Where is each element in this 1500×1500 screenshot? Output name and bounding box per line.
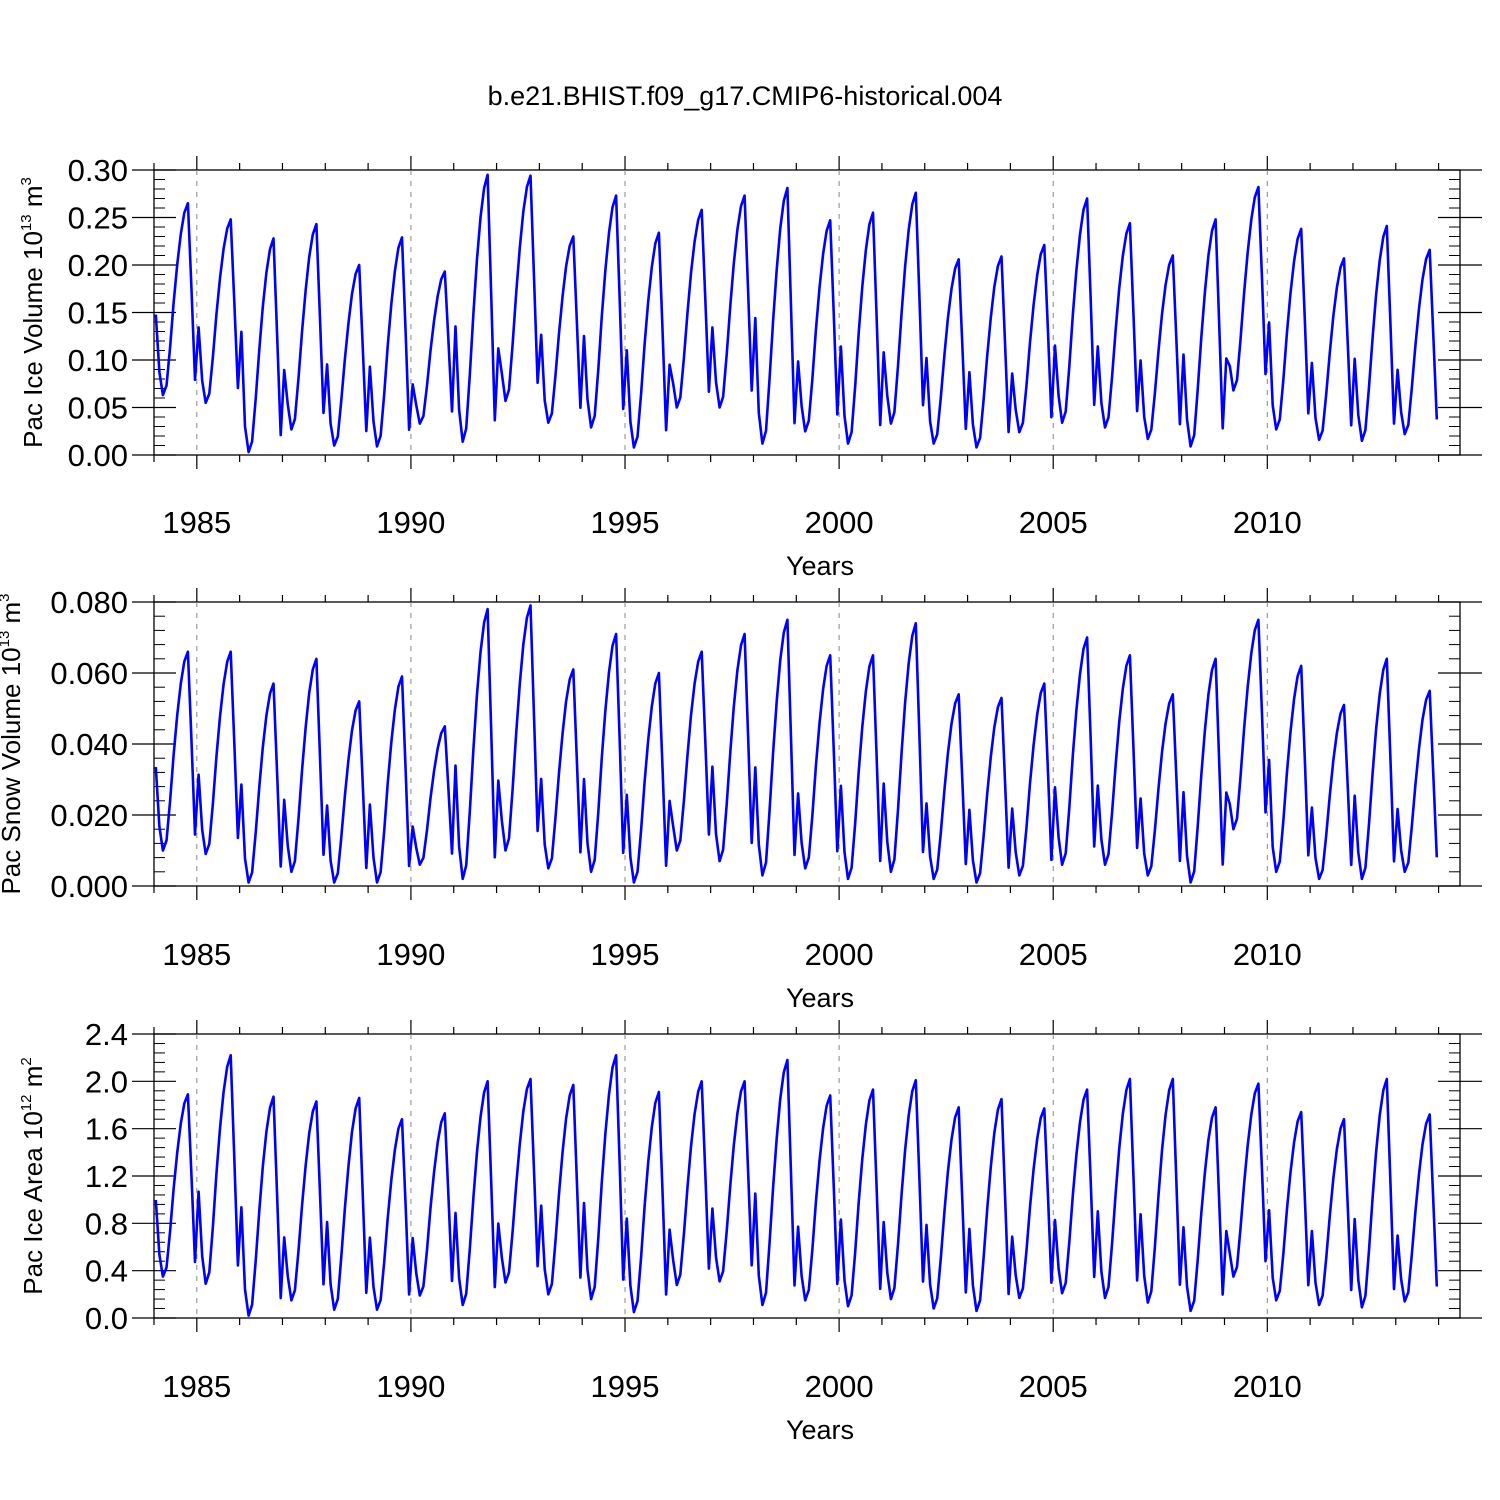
y-tick-label: 2.0: [85, 1064, 128, 1099]
x-tick-label: 1985: [162, 1369, 231, 1404]
y-tick-label: 0.060: [50, 656, 128, 691]
y-axis-title-unit: m: [0, 602, 26, 631]
x-tick-label: 1985: [162, 505, 231, 540]
panel-3: 0.0 0.4 0.8 1.2 1.6 2.0 2.4 1985 1990 1995 2000 200…: [18, 1017, 1482, 1445]
y-tick-label: 1.6: [85, 1112, 128, 1147]
y-axis-title: Pac Ice Area 1012 m2: [18, 1057, 48, 1294]
y-tick-label: 0.25: [68, 201, 128, 236]
y-tick-label: 0.000: [50, 869, 128, 904]
x-tick-label: 2010: [1233, 937, 1302, 972]
y-tick-label: 0.020: [50, 798, 128, 833]
y-tick-label: 1.2: [85, 1159, 128, 1194]
series-line: [154, 173, 1439, 454]
series-line: [154, 1054, 1439, 1317]
panel-2: 0.000 0.020 0.040 0.060 0.080 1985 1990 1995 200…: [0, 585, 1482, 1013]
y-axis-title-main: Pac Snow Volume 10: [0, 647, 26, 894]
y-tick-label: 2.4: [85, 1017, 128, 1052]
x-tick-label: 2005: [1019, 1369, 1088, 1404]
y-axis-title-exp: 13: [0, 631, 13, 648]
y-axis-title-unit: m: [18, 1066, 48, 1095]
y-tick-label: 0.0: [85, 1301, 128, 1336]
y-tick-label: 0.05: [68, 391, 128, 426]
x-tick-label: 1990: [376, 505, 445, 540]
y-axis-title-exp: 13: [18, 214, 35, 231]
x-tick-label: 2000: [805, 937, 874, 972]
x-tick-label: 1995: [591, 937, 660, 972]
x-tick-label: 1990: [376, 1369, 445, 1404]
y-tick-label: 0.15: [68, 296, 128, 331]
panel-1: 0.00 0.05 0.10 0.15 0.20 0.25 0.30 1985 1990 1995…: [18, 153, 1482, 581]
y-axis-title: Pac Snow Volume 1013 m3: [0, 593, 26, 894]
x-tick-label: 2010: [1233, 505, 1302, 540]
y-tick-label: 0.040: [50, 727, 128, 762]
y-tick-label: 0.30: [68, 153, 128, 188]
panels: 0.00 0.05 0.10 0.15 0.20 0.25 0.30 1985 1990 1995…: [0, 153, 1482, 1445]
y-tick-label: 0.4: [85, 1254, 128, 1289]
x-axis-title: Years: [786, 983, 854, 1013]
y-tick-label: 0.10: [68, 343, 128, 378]
y-axis-title-unit-exp: 2: [18, 1057, 35, 1065]
y-tick-label: 0.8: [85, 1206, 128, 1241]
x-tick-label: 2000: [805, 1369, 874, 1404]
x-tick-label: 2005: [1019, 937, 1088, 972]
y-axis-title-exp: 12: [18, 1094, 35, 1111]
x-tick-label: 2000: [805, 505, 874, 540]
y-axis-title-main: Pac Ice Volume 10: [18, 231, 48, 448]
x-tick-label: 1995: [591, 1369, 660, 1404]
x-tick-label: 1985: [162, 937, 231, 972]
x-tick-label: 2005: [1019, 505, 1088, 540]
series-line: [154, 604, 1439, 884]
y-tick-label: 0.080: [50, 585, 128, 620]
y-axis-title-main: Pac Ice Area 10: [18, 1111, 48, 1295]
y-axis-title-unit-exp: 3: [18, 177, 35, 185]
y-axis-title-unit-exp: 3: [0, 593, 13, 601]
x-axis-title: Years: [786, 1415, 854, 1445]
chart-title: b.e21.BHIST.f09_g17.CMIP6-historical.004: [488, 81, 1003, 111]
y-axis-title: Pac Ice Volume 1013 m3: [18, 177, 48, 448]
x-tick-label: 2010: [1233, 1369, 1302, 1404]
y-axis-title-unit: m: [18, 185, 48, 214]
y-tick-label: 0.20: [68, 248, 128, 283]
plot-frame: [153, 1033, 1461, 1319]
x-tick-label: 1995: [591, 505, 660, 540]
y-tick-label: 0.00: [68, 438, 128, 473]
x-axis-title: Years: [786, 551, 854, 581]
x-tick-label: 1990: [376, 937, 445, 972]
